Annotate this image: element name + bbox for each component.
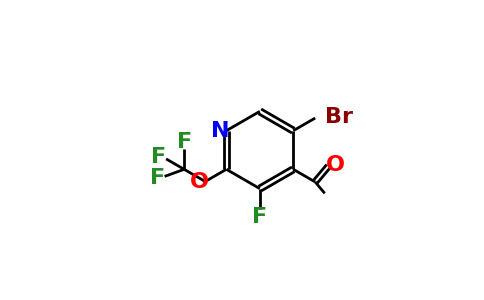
Text: F: F [151, 147, 166, 167]
Text: F: F [252, 207, 267, 227]
Text: N: N [211, 121, 230, 141]
Text: Br: Br [325, 106, 353, 127]
Text: F: F [177, 132, 192, 152]
Text: O: O [190, 172, 209, 192]
Text: O: O [326, 154, 345, 175]
Text: F: F [150, 168, 165, 188]
